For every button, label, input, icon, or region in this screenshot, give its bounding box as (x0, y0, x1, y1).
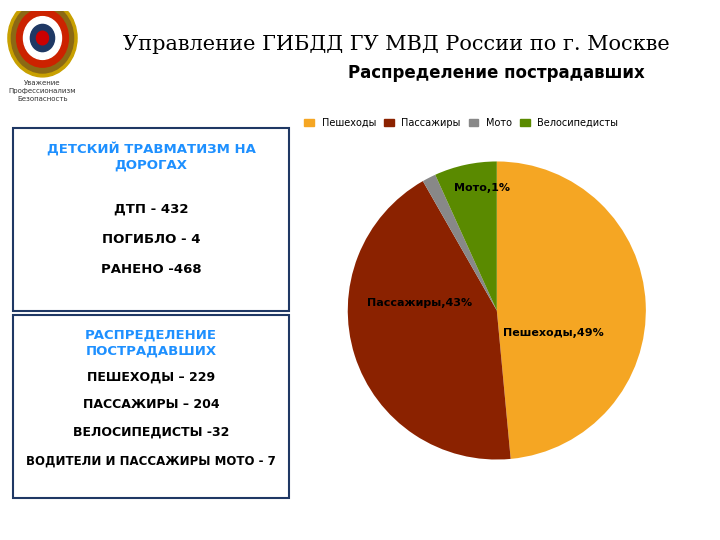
Text: ДЕТСКИЙ ТРАВМАТИЗМ НА
ДОРОГАХ: ДЕТСКИЙ ТРАВМАТИЗМ НА ДОРОГАХ (47, 141, 256, 171)
Legend: Пешеходы, Пассажиры, Мото, Велосипедисты: Пешеходы, Пассажиры, Мото, Велосипедисты (300, 114, 622, 132)
Text: РАНЕНО -468: РАНЕНО -468 (101, 263, 202, 276)
Text: ДТП - 432: ДТП - 432 (114, 202, 189, 216)
Wedge shape (348, 181, 510, 460)
Text: ВЕЛОСИПЕДИСТЫ -32: ВЕЛОСИПЕДИСТЫ -32 (73, 426, 230, 439)
Title: Распределение пострадавших: Распределение пострадавших (348, 64, 645, 82)
FancyBboxPatch shape (13, 315, 289, 498)
Circle shape (24, 17, 61, 59)
Text: Уважение
Профессионализм
Безопасность: Уважение Профессионализм Безопасность (9, 79, 76, 102)
Text: ВОДИТЕЛИ И ПАССАЖИРЫ МОТО - 7: ВОДИТЕЛИ И ПАССАЖИРЫ МОТО - 7 (27, 455, 276, 468)
Circle shape (12, 3, 73, 73)
Circle shape (17, 9, 68, 67)
Circle shape (30, 24, 55, 52)
Text: Пассажиры,43%: Пассажиры,43% (366, 298, 472, 308)
Wedge shape (423, 175, 497, 310)
Wedge shape (497, 161, 646, 459)
FancyBboxPatch shape (13, 128, 289, 311)
Text: ПЕШЕХОДЫ – 229: ПЕШЕХОДЫ – 229 (87, 371, 215, 384)
Wedge shape (435, 161, 497, 310)
Text: ПАССАЖИРЫ – 204: ПАССАЖИРЫ – 204 (83, 398, 220, 411)
Text: Мото,1%: Мото,1% (454, 183, 510, 193)
Circle shape (8, 0, 77, 77)
Circle shape (37, 31, 48, 45)
Text: ПОГИБЛО - 4: ПОГИБЛО - 4 (102, 233, 200, 246)
Text: РАСПРЕДЕЛЕНИЕ
ПОСТРАДАВШИХ: РАСПРЕДЕЛЕНИЕ ПОСТРАДАВШИХ (85, 328, 217, 357)
Text: Управление ГИБДД ГУ МВД России по г. Москве: Управление ГИБДД ГУ МВД России по г. Мос… (122, 35, 670, 55)
Text: Пешеходы,49%: Пешеходы,49% (503, 328, 604, 338)
